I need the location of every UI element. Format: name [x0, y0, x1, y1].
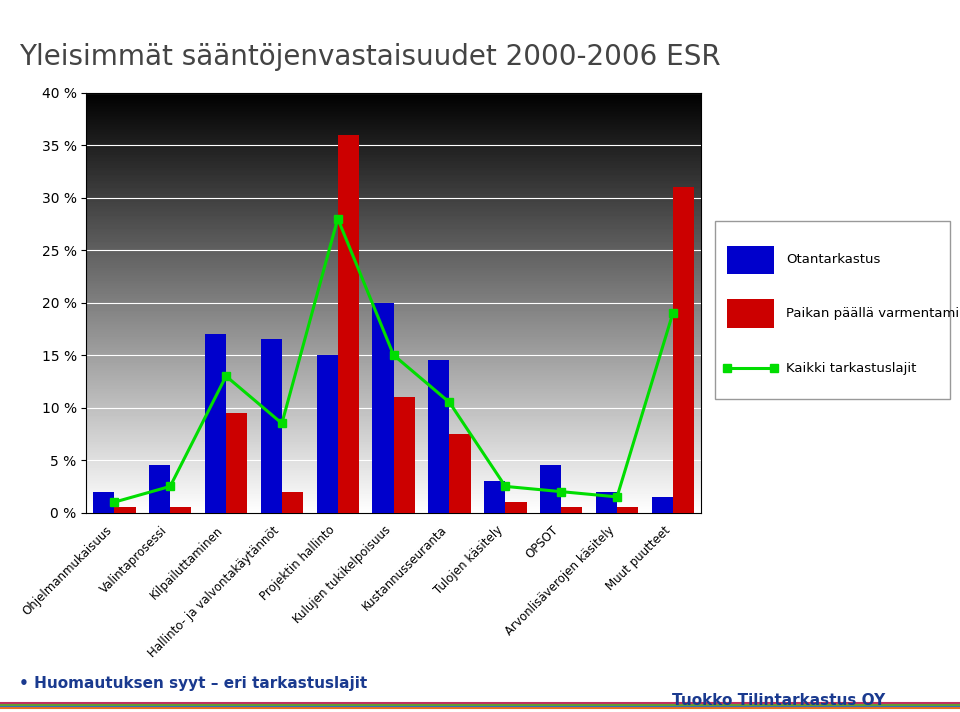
Text: Yleisimmät sääntöjenvastaisuudet 2000-2006 ESR: Yleisimmät sääntöjenvastaisuudet 2000-20…	[19, 43, 721, 71]
Bar	[226, 413, 248, 513]
Bar	[673, 187, 694, 513]
Bar	[617, 508, 638, 513]
Bar	[149, 466, 170, 513]
Bar	[282, 491, 303, 513]
Bar	[338, 135, 359, 513]
Text: Muut puutteet: Muut puutteet	[604, 524, 673, 593]
Text: Hallinto- ja valvontakäytännöt: Hallinto- ja valvontakäytännöt	[146, 524, 282, 660]
Bar	[505, 502, 526, 513]
Bar	[261, 340, 282, 513]
Bar	[204, 334, 226, 513]
Text: OPSOT: OPSOT	[523, 524, 562, 561]
Bar	[540, 466, 562, 513]
Text: Tulojen käsitely: Tulojen käsitely	[432, 524, 505, 597]
Text: Ohjelmanmukaisuus: Ohjelmanmukaisuus	[20, 524, 114, 618]
Bar	[562, 508, 583, 513]
Text: Tuokko Tilintarkastus OY: Tuokko Tilintarkastus OY	[672, 693, 885, 708]
Bar	[596, 491, 617, 513]
Text: Valintaprosessi: Valintaprosessi	[98, 524, 170, 596]
Text: Projektin hallinto: Projektin hallinto	[258, 524, 338, 604]
Bar	[394, 397, 415, 513]
Bar	[93, 491, 114, 513]
Text: Kulujen tukikelpoisuus: Kulujen tukikelpoisuus	[291, 524, 394, 627]
Bar	[652, 497, 673, 513]
Bar	[170, 508, 191, 513]
Bar	[484, 481, 505, 513]
Text: Kilpailuttaminen: Kilpailuttaminen	[148, 524, 226, 602]
Text: Otantarkastus: Otantarkastus	[785, 253, 880, 266]
Bar	[428, 360, 449, 513]
Text: Paikan päällä varmentaminen: Paikan päällä varmentaminen	[785, 307, 960, 320]
Bar	[727, 246, 774, 274]
Bar	[317, 355, 338, 513]
Bar	[114, 508, 135, 513]
Text: Arvonlisäverojen käsitely: Arvonlisäverojen käsitely	[503, 524, 617, 638]
Bar	[449, 434, 470, 513]
Bar	[372, 303, 394, 513]
Text: • Huomautuksen syyt – eri tarkastuslajit: • Huomautuksen syyt – eri tarkastuslajit	[19, 676, 368, 691]
Text: Kaikki tarkastuslajit: Kaikki tarkastuslajit	[785, 362, 916, 375]
Text: Kustannusseuranta: Kustannusseuranta	[360, 524, 449, 614]
Bar	[727, 299, 774, 328]
FancyBboxPatch shape	[715, 221, 950, 399]
